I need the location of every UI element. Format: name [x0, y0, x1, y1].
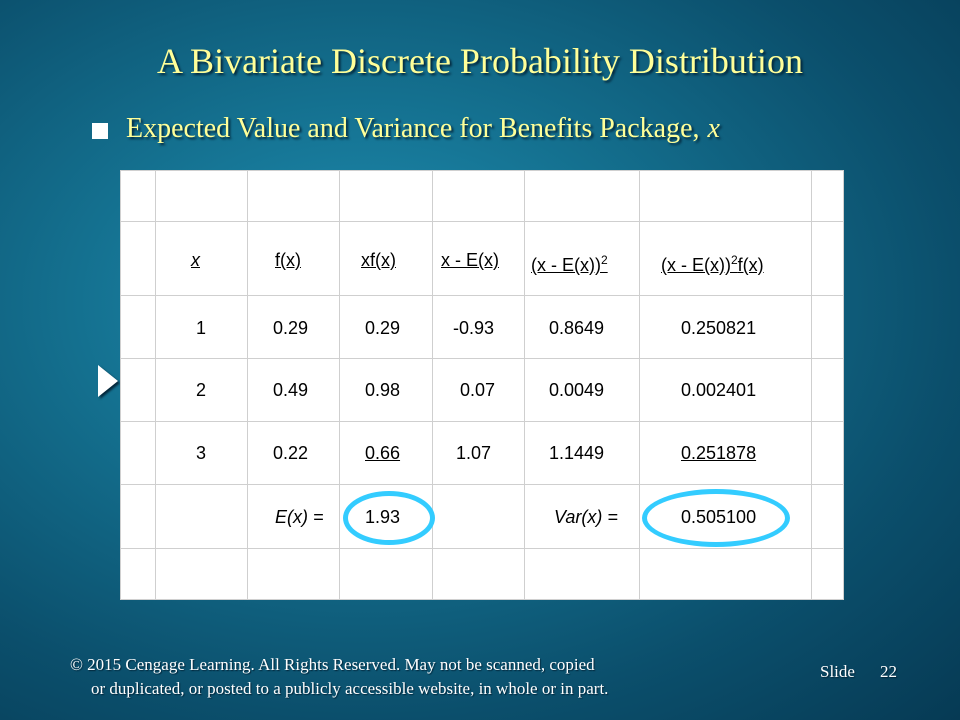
distribution-table: x f(x) xf(x) x - E(x) (x - E(x))2 (x - E…	[120, 170, 844, 600]
copyright-line-1: © 2015 Cengage Learning. All Rights Rese…	[70, 655, 595, 674]
header-deviation-squared: (x - E(x))2	[531, 253, 608, 275]
row3-x: 3	[196, 443, 207, 463]
row1-x: 1	[196, 318, 207, 338]
row2-xfx: 0.98	[365, 380, 401, 400]
copyright-notice: © 2015 Cengage Learning. All Rights Rese…	[70, 653, 608, 701]
row1-fx: 0.29	[273, 318, 309, 338]
bullet-text: Expected Value and Variance for Benefits…	[126, 113, 700, 144]
header-weighted-deviation: (x - E(x))2f(x)	[661, 253, 764, 275]
row2-x: 2	[196, 380, 207, 400]
header-x: x	[191, 250, 200, 270]
bullet-variable: x	[707, 113, 720, 144]
header-xfx: xf(x)	[361, 250, 396, 270]
slide-title: A Bivariate Discrete Probability Distrib…	[157, 41, 803, 81]
row3-weighted-deviation: 0.251878	[681, 443, 757, 463]
variance-highlight-circle	[642, 489, 790, 547]
bullet-square-icon	[92, 123, 108, 139]
row2-deviation-squared: 0.0049	[549, 380, 605, 400]
row1-deviation-squared: 0.8649	[549, 318, 605, 338]
row1-xfx: 0.29	[365, 318, 401, 338]
row3-deviation-squared: 1.1449	[549, 443, 605, 463]
slide-number: 22	[880, 662, 897, 681]
expected-value-highlight-circle	[343, 491, 435, 545]
play-arrow-icon	[98, 365, 118, 397]
row2-weighted-deviation: 0.002401	[681, 380, 757, 400]
header-fx: f(x)	[275, 250, 301, 270]
row1-weighted-deviation: 0.250821	[681, 318, 757, 338]
row3-fx: 0.22	[273, 443, 309, 463]
row2-fx: 0.49	[273, 380, 309, 400]
row3-xfx: 0.66	[365, 443, 401, 463]
bullet-point: Expected Value and Variance for Benefits…	[92, 113, 720, 145]
slide-label: Slide	[820, 662, 855, 681]
variance-label: Var(x) =	[554, 507, 618, 527]
header-deviation: x - E(x)	[441, 250, 499, 270]
row2-deviation: 0.07	[460, 380, 496, 400]
copyright-line-2: or duplicated, or posted to a publicly a…	[91, 679, 609, 698]
row1-deviation: -0.93	[453, 318, 495, 338]
expected-value-label: E(x) =	[275, 507, 324, 527]
row3-deviation: 1.07	[456, 443, 492, 463]
